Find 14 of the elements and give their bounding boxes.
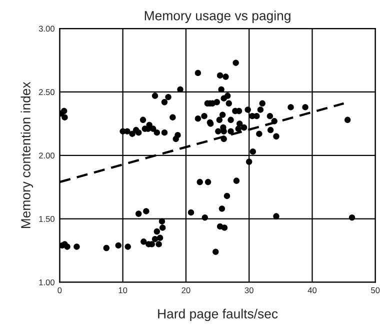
y-tick-label: 2.50 [39,89,54,96]
y-tick-label: 1.50 [39,216,54,222]
x-tick-label: 40 [308,287,317,294]
x-axis-title: Hard page faults/sec [158,308,278,322]
y-axis-title: Memory contention index [20,82,34,228]
x-tick-label: 10 [118,287,128,294]
y-tick-label: 3.00 [38,26,54,32]
x-tick-label: 30 [244,287,254,294]
y-tick-label: 1.00 [39,279,54,286]
y-tick-label: 2.00 [39,152,54,158]
chart-title: Memory usage vs paging [144,10,290,23]
x-tick-label: 20 [182,287,190,294]
x-tick-label: 0 [58,287,62,294]
x-tick-label: 50 [371,287,380,294]
